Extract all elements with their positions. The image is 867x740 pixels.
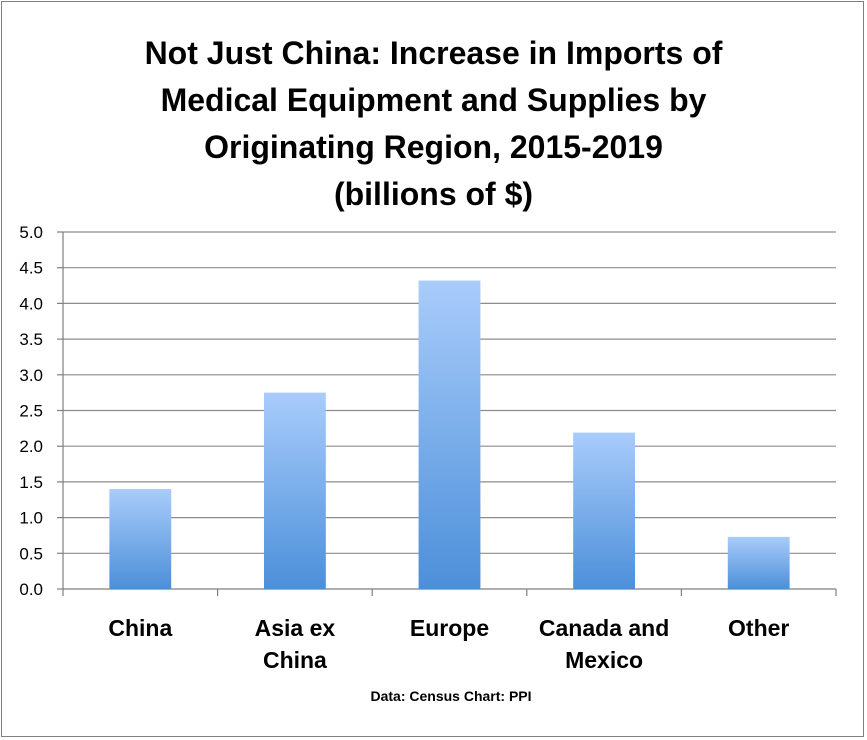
chart-title-line: Medical Equipment and Supplies by [160,82,707,118]
bar [109,489,172,589]
y-tick-label: 2.0 [19,437,43,456]
y-tick-label: 4.0 [19,294,43,313]
y-tick-label: 0.0 [19,580,43,599]
y-tick-label: 1.0 [19,509,43,528]
x-category-label: Canada and [539,615,669,641]
chart-title-line: (billions of $) [333,176,534,212]
y-tick-label: 5.0 [19,223,43,242]
x-category-label: Asia ex [255,615,336,641]
source-note: Data: Census Chart: PPI [370,688,531,704]
y-tick-label: 1.5 [19,473,43,492]
x-category-label: Europe [410,615,489,641]
y-tick-label: 3.0 [19,366,43,385]
y-tick-label: 0.5 [19,544,43,563]
bar [263,392,326,589]
x-category-label: Mexico [565,647,643,673]
y-tick-label: 4.5 [19,259,43,278]
x-category-label: China [108,615,172,641]
x-category-label: Other [728,615,789,641]
bar [418,280,481,589]
y-tick-label: 3.5 [19,330,43,349]
bar [573,432,636,589]
x-category-label: China [263,647,327,673]
y-tick-label: 2.5 [19,402,43,421]
bars [109,280,790,589]
chart-title-line: Not Just China: Increase in Imports of [144,35,723,71]
labels: 0.0 0.5 1.0 1.5 2.0 2.5 3.0 3.5 4.0 4.5 5.0 China As… [19,223,789,673]
chart-title-line: Originating Region, 2015-2019 [204,129,663,165]
bar [727,536,790,589]
chart-title: Not Just China: Increase in Imports of M… [0,30,867,218]
